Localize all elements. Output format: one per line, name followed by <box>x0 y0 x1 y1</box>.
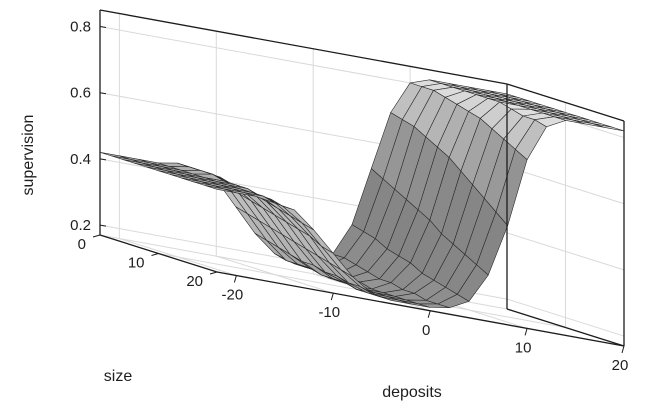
y-tick-label: 20 <box>186 273 203 290</box>
surface-layer <box>99 79 625 309</box>
box-edge <box>506 308 625 347</box>
x-tick-mark <box>233 275 237 283</box>
x-tick-mark <box>524 328 528 336</box>
grid-layer <box>99 13 625 347</box>
box-edge <box>506 83 625 122</box>
y-axis-label: size <box>104 368 133 385</box>
z-tick-mark <box>99 92 107 95</box>
z-tick-mark <box>99 224 107 227</box>
x-tick-label: 0 <box>422 322 430 339</box>
x-tick-label: -20 <box>222 287 244 304</box>
x-axis-line <box>216 271 625 347</box>
x-tick-mark <box>621 345 625 354</box>
y-tick-label: 10 <box>128 255 145 272</box>
y-tick-mark <box>151 253 159 256</box>
x-tick-label: -10 <box>318 304 340 321</box>
tick-layer: 0.2 0.4 0.6 0.8 0 10 20 -20 -10 0 10 20 <box>70 19 628 374</box>
x-tick-label: 10 <box>515 339 532 356</box>
z-tick-label: 0.6 <box>70 85 91 102</box>
z-tick-label: 0.2 <box>70 217 91 234</box>
x-tick-label: 20 <box>612 357 629 374</box>
z-tick-mark <box>99 158 107 161</box>
z-axis-label: supervision <box>20 115 37 196</box>
z-tick-label: 0.4 <box>70 151 91 168</box>
y-tick-mark <box>209 271 218 275</box>
x-tick-mark <box>427 310 431 318</box>
axes-box <box>99 9 625 347</box>
z-tick-mark <box>99 26 107 29</box>
y-tick-label: 0 <box>78 236 86 253</box>
x-tick-mark <box>330 293 334 301</box>
x-axis-label: deposits <box>382 384 442 401</box>
y-tick-mark <box>92 234 101 238</box>
z-tick-label: 0.8 <box>70 19 91 36</box>
surface-patch <box>592 123 625 132</box>
box-edge <box>99 9 508 85</box>
